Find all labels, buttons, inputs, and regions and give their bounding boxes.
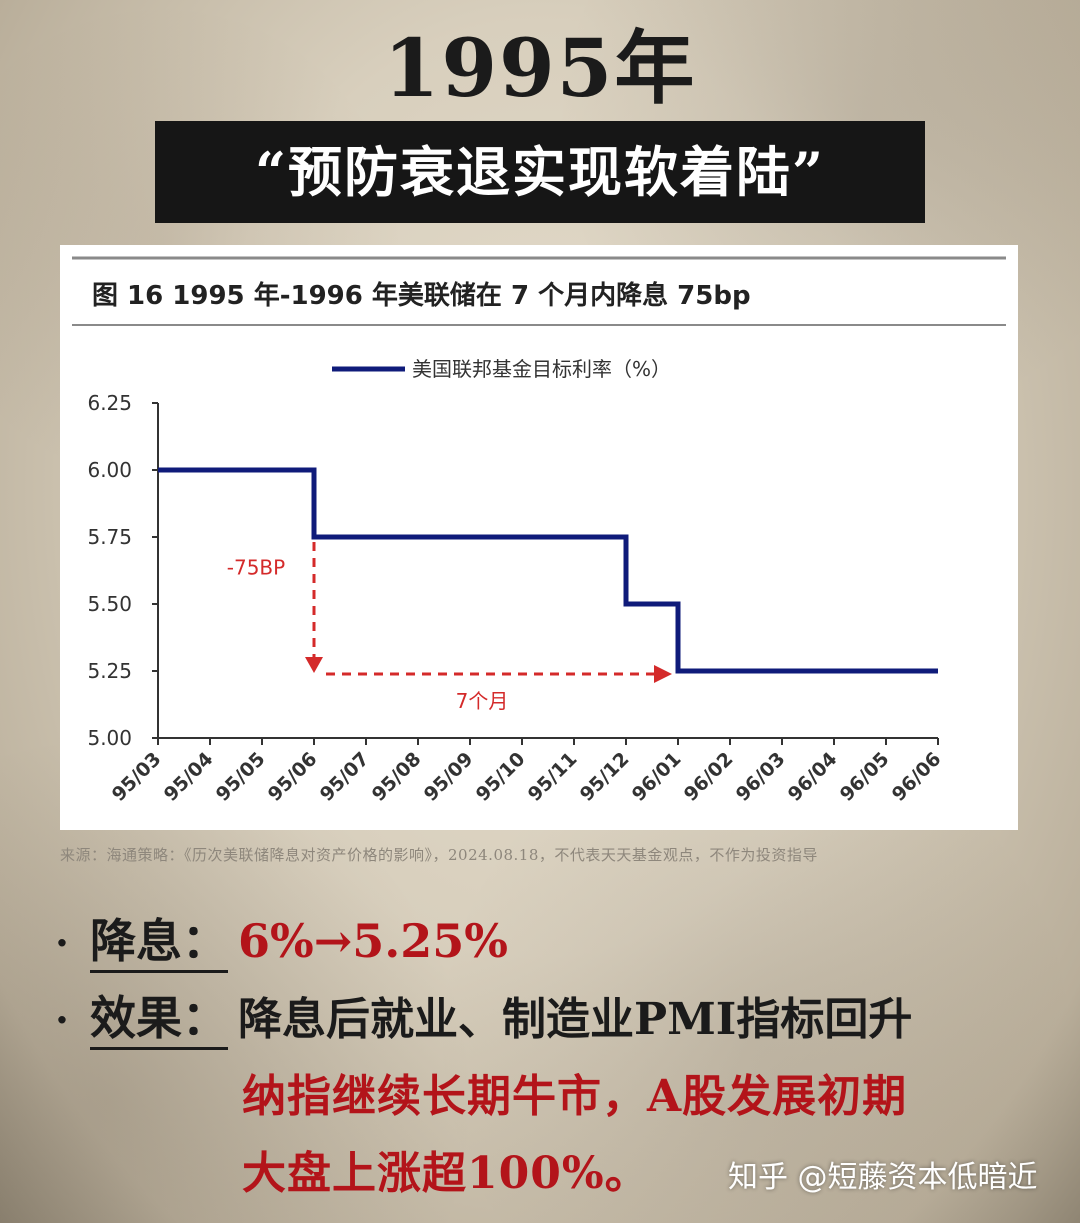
y-tick-label: 5.00 [87, 726, 132, 750]
series-layer [158, 467, 938, 674]
x-tick-label: 96/04 [784, 748, 842, 806]
y-tick-label: 6.25 [87, 391, 132, 415]
annotation-bp-label: -75BP [227, 556, 285, 580]
rate-chart: 图 16 1995 年-1996 年美联储在 7 个月内降息 75bp 美国联邦… [72, 256, 1006, 806]
y-tick-label: 5.75 [87, 525, 132, 549]
x-tick-label: 95/05 [212, 748, 270, 806]
bullet-dot-icon: · [55, 997, 69, 1044]
annotations: -75BP 7个月 [227, 478, 672, 713]
x-tick-label: 96/05 [836, 748, 894, 806]
bullet-value: 降息后就业、制造业PMI指标回升 [238, 994, 913, 1045]
annotation-drop-arrowhead [305, 657, 323, 673]
bullet-key: 降息： [90, 914, 228, 973]
x-axis: 95/0395/0495/0595/0695/0795/0895/0995/10… [108, 737, 946, 806]
y-axis: 6.25 6.00 5.75 5.50 5.25 5.00 [87, 391, 159, 750]
legend-label: 美国联邦基金目标利率（%） [412, 357, 671, 381]
bullet-key: 效果： [90, 991, 228, 1050]
y-tick-label: 6.00 [87, 458, 132, 482]
x-tick-label: 96/01 [628, 748, 686, 806]
x-tick-label: 95/03 [108, 748, 166, 806]
watermark: 知乎 @短藤资本低暗近 [728, 1160, 1038, 1195]
x-tick-label: 96/06 [888, 748, 946, 806]
bullet-dot-icon: · [55, 920, 69, 967]
annotation-months-label: 7个月 [456, 689, 509, 713]
series-line [158, 467, 938, 674]
continuation-line-2: 大盘上涨超100%。 [242, 1148, 650, 1199]
figure-title: 图 16 1995 年-1996 年美联储在 7 个月内降息 75bp [92, 280, 751, 311]
x-tick-label: 96/03 [732, 748, 790, 806]
poster-title: 1995年 [383, 21, 697, 115]
annotation-duration-arrowhead [654, 665, 672, 683]
x-tick-label: 95/12 [576, 748, 634, 806]
x-tick-label: 95/09 [420, 748, 478, 806]
bullet-value: 6%→5.25% [238, 914, 509, 968]
x-tick-label: 95/07 [316, 748, 374, 806]
x-tick-label: 95/06 [264, 748, 322, 806]
chart-card: 图 16 1995 年-1996 年美联储在 7 个月内降息 75bp 美国联邦… [60, 245, 1018, 830]
legend: 美国联邦基金目标利率（%） [332, 357, 671, 381]
continuation-line-1: 纳指继续长期牛市，A股发展初期 [242, 1071, 908, 1122]
y-tick-label: 5.25 [87, 659, 132, 683]
x-tick-label: 96/02 [680, 748, 738, 806]
figure-source: 来源：海通策略：《历次美联储降息对资产价格的影响》，2024.08.18，不代表… [60, 846, 818, 864]
x-tick-label: 95/08 [368, 748, 426, 806]
bullet-effect: · 效果： 降息后就业、制造业PMI指标回升 [55, 982, 913, 1050]
y-tick-label: 5.50 [87, 592, 132, 616]
bullet-rate-cut: · 降息： 6%→5.25% [55, 905, 509, 973]
poster-subtitle: “预防衰退实现软着陆” [155, 121, 925, 223]
x-tick-label: 95/11 [524, 748, 582, 806]
x-tick-label: 95/10 [472, 748, 530, 806]
x-tick-label: 95/04 [160, 748, 218, 806]
